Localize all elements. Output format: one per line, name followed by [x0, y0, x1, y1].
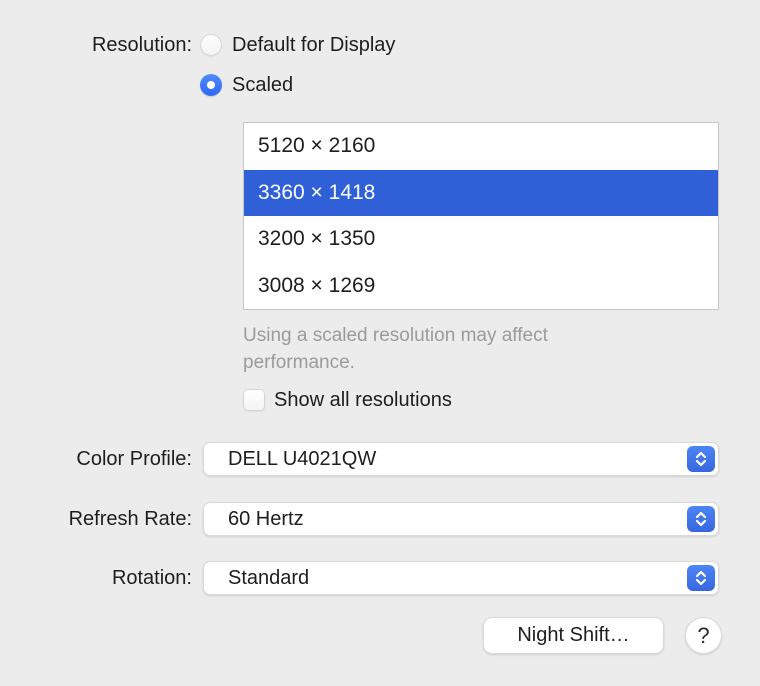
rotation-value: Standard	[228, 567, 310, 589]
color-profile-label: Color Profile:	[76, 448, 192, 470]
resolution-list: 5120 × 2160 3360 × 1418 3200 × 1350 3008…	[243, 122, 719, 310]
show-all-resolutions-checkbox[interactable]	[243, 389, 265, 411]
up-down-chevrons-icon	[687, 565, 715, 591]
help-button[interactable]: ?	[685, 617, 722, 654]
radio-scaled[interactable]	[200, 74, 222, 96]
refresh-rate-popup[interactable]: 60 Hertz	[203, 502, 719, 536]
resolution-list-item[interactable]: 5120 × 2160	[244, 123, 718, 170]
color-profile-popup[interactable]: DELL U4021QW	[203, 442, 719, 476]
scaled-resolution-note: Using a scaled resolution may affect per…	[243, 325, 548, 373]
radio-default-for-display-label[interactable]: Default for Display	[232, 34, 396, 56]
radio-default-for-display[interactable]	[200, 34, 222, 56]
refresh-rate-label: Refresh Rate:	[68, 508, 192, 530]
radio-scaled-label[interactable]: Scaled	[232, 74, 294, 96]
up-down-chevrons-icon	[687, 506, 715, 532]
rotation-popup[interactable]: Standard	[203, 561, 719, 595]
color-profile-value: DELL U4021QW	[228, 448, 377, 470]
rotation-label: Rotation:	[111, 567, 192, 589]
refresh-rate-value: 60 Hertz	[228, 508, 304, 530]
resolution-label: Resolution:	[91, 34, 192, 56]
show-all-resolutions-label[interactable]: Show all resolutions	[274, 389, 452, 411]
resolution-list-item[interactable]: 3008 × 1269	[244, 262, 718, 309]
resolution-list-item[interactable]: 3200 × 1350	[244, 216, 718, 263]
up-down-chevrons-icon	[687, 446, 715, 472]
resolution-list-item[interactable]: 3360 × 1418	[244, 169, 718, 216]
night-shift-button[interactable]: Night Shift…	[483, 617, 664, 654]
